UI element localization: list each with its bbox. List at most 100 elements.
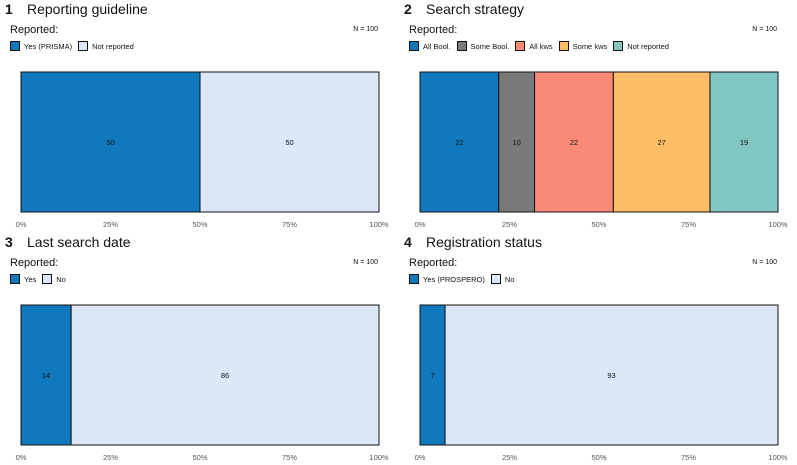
legend-swatch [10, 274, 20, 284]
legend-label: Yes (PROSPERO) [423, 274, 485, 284]
stacked-bar-plot: 7 93 0% 25% 50% 75% 100% [415, 304, 788, 462]
x-tick-label: 25% [103, 220, 118, 229]
legend-label: No [504, 274, 515, 284]
legend-swatch [78, 41, 89, 51]
panel-number: 2 [404, 1, 412, 17]
bar-segment-no [444, 304, 779, 446]
legend-title: Reported: [10, 257, 59, 269]
sample-size-label: N = 100 [752, 26, 777, 33]
legend-item-all-bool: All Bool. [409, 41, 451, 51]
panel-title: Reporting guideline [27, 1, 148, 17]
stacked-bar-plot: 14 86 0% 25% 50% 75% 100% [16, 304, 389, 462]
bar-segment-some-kws [612, 71, 711, 213]
bar-segment-yes [20, 304, 72, 446]
bar-segment-yes-prospero [419, 304, 446, 446]
legend-label: Yes [24, 274, 37, 284]
x-tick-label: 75% [681, 453, 696, 462]
bar-segment-not-reported [199, 71, 380, 213]
x-tick-label: 75% [282, 220, 297, 229]
x-tick-label: 100% [369, 453, 389, 462]
data-label: 19 [740, 138, 748, 147]
panel-number: 4 [404, 234, 412, 250]
x-tick-label: 25% [103, 453, 118, 462]
legend-label: No [56, 274, 66, 284]
x-tick-label: 75% [681, 220, 696, 229]
bar-segment-no [70, 304, 380, 446]
legend: All Bool. Some Bool. All kws Some kws Not re… [409, 41, 675, 51]
legend-swatch [10, 41, 20, 51]
legend-swatch [409, 274, 419, 284]
panel-title: Search strategy [426, 1, 525, 17]
x-tick-label: 100% [369, 220, 389, 229]
panel-number: 1 [5, 1, 13, 17]
data-label: 7 [430, 371, 434, 380]
x-tick-label: 50% [591, 453, 606, 462]
data-label: 10 [512, 138, 520, 147]
legend-swatch [409, 41, 419, 51]
panel-title: Registration status [426, 234, 542, 250]
legend: Yes (PRISMA) Not reported [10, 41, 140, 51]
data-label: 22 [570, 138, 578, 147]
legend-title: Reported: [409, 257, 458, 269]
x-tick-label: 50% [591, 220, 606, 229]
data-label: 27 [657, 138, 665, 147]
panel-title: Last search date [27, 234, 131, 250]
x-tick-label: 50% [192, 220, 207, 229]
data-label: 50 [106, 138, 114, 147]
legend-label: Some Bool. [470, 41, 510, 51]
legend-item-no: No [490, 274, 515, 284]
legend-item-some-kws: Some kws [558, 41, 608, 51]
panel-reporting-guideline: 1 Reporting guideline Reported: N = 100 … [0, 0, 398, 232]
legend-label: Not reported [92, 41, 134, 51]
legend-title: Reported: [10, 24, 59, 36]
panel-registration-status: 4 Registration status Reported: N = 100 … [399, 233, 797, 465]
x-tick-label: 0% [415, 220, 426, 229]
sample-size-label: N = 100 [353, 259, 378, 266]
legend-item-no: No [42, 274, 66, 284]
x-tick-label: 50% [192, 453, 207, 462]
data-label: 86 [221, 371, 229, 380]
legend-title: Reported: [409, 24, 458, 36]
x-tick-label: 0% [16, 453, 27, 462]
legend-swatch [456, 41, 467, 51]
x-tick-label: 100% [768, 220, 788, 229]
bar-segment-all-bool [419, 71, 500, 213]
panel-last-search-date: 3 Last search date Reported: N = 100 Yes… [0, 233, 398, 465]
legend-swatch [558, 41, 569, 51]
sample-size-label: N = 100 [752, 259, 777, 266]
legend-item-all-kws: All kws [515, 41, 553, 51]
legend-item-not-reported: Not reported [613, 41, 669, 51]
stacked-bar-plot: 22 10 22 27 19 0% 25% 50% 75% 100% [415, 71, 788, 229]
legend-item-yes: Yes [10, 274, 36, 284]
legend-label: Not reported [627, 41, 669, 51]
data-label: 93 [607, 371, 615, 380]
x-tick-label: 25% [502, 453, 517, 462]
legend-item-yes-prospero: Yes (PROSPERO) [409, 274, 485, 284]
legend-item-not-reported: Not reported [78, 41, 134, 51]
x-tick-label: 0% [16, 220, 27, 229]
legend-swatch [490, 274, 501, 284]
bar-segment-not-reported [709, 71, 779, 213]
x-tick-label: 0% [415, 453, 426, 462]
legend-label: Some kws [572, 41, 608, 51]
legend: Yes No [10, 274, 72, 284]
x-tick-label: 25% [502, 220, 517, 229]
legend: Yes (PROSPERO) No [409, 274, 520, 284]
stacked-bar-plot: 50 50 0% 25% 50% 75% 100% [16, 71, 389, 229]
legend-label: Yes (PRISMA) [24, 41, 73, 51]
legend-label: All Bool. [423, 41, 451, 51]
legend-swatch [613, 41, 624, 51]
x-tick-label: 100% [768, 453, 788, 462]
bar-segment-all-kws [534, 71, 614, 213]
legend-item-yes-prisma: Yes (PRISMA) [10, 41, 72, 51]
legend-label: All kws [529, 41, 553, 51]
data-label: 14 [42, 371, 50, 380]
legend-item-some-bool: Some Bool. [456, 41, 510, 51]
bar-segment-yes-prisma [20, 71, 201, 213]
data-label: 22 [455, 138, 463, 147]
panel-number: 3 [5, 234, 13, 250]
x-tick-label: 75% [282, 453, 297, 462]
sample-size-label: N = 100 [353, 26, 378, 33]
legend-swatch [42, 274, 53, 284]
legend-swatch [515, 41, 526, 51]
